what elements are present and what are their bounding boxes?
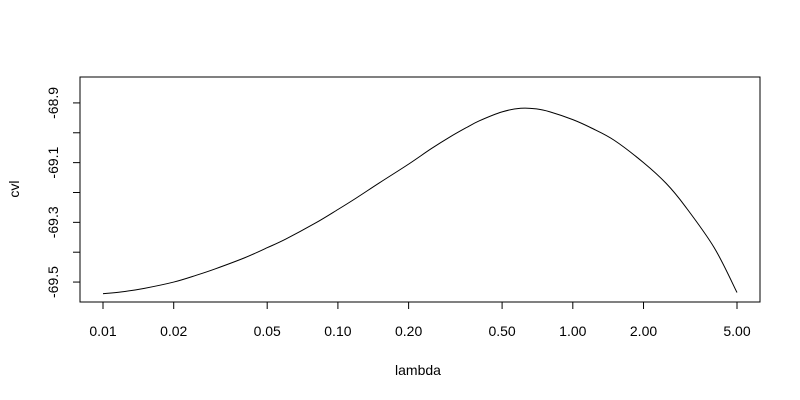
cvl-series-line — [102, 107, 738, 295]
x-tick-label: 0.20 — [395, 323, 422, 339]
plot-frame — [79, 76, 761, 303]
x-axis-title: lambda — [395, 362, 441, 378]
y-tick-label: -69.3 — [45, 206, 61, 238]
x-tick-label: 0.02 — [160, 323, 187, 339]
x-axis: 0.01 0.02 0.05 0.10 0.20 0.50 1.00 2.00 5.00 — [89, 301, 751, 339]
x-tick-label: 0.05 — [254, 323, 281, 339]
x-tick-label: 2.00 — [630, 323, 657, 339]
x-tick-label: 5.00 — [723, 323, 750, 339]
x-tick-label: 0.01 — [89, 323, 116, 339]
y-tick-label: -68.9 — [45, 87, 61, 119]
y-tick-label: -69.1 — [45, 146, 61, 178]
x-tick-label: 0.10 — [324, 323, 351, 339]
y-tick-label: -69.5 — [45, 266, 61, 298]
y-axis: -69.5 -69.3 -69.1 -68.9 — [45, 87, 81, 298]
x-tick-label: 1.00 — [559, 323, 586, 339]
y-axis-title: cvl — [6, 180, 22, 197]
x-tick-label: 0.50 — [488, 323, 515, 339]
